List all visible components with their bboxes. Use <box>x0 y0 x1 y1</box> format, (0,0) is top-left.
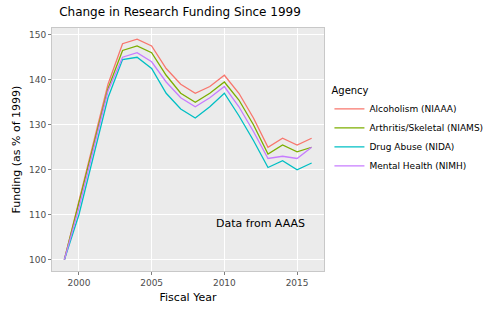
svg-text:2015: 2015 <box>286 278 309 288</box>
svg-text:150: 150 <box>29 30 46 40</box>
svg-text:Alcoholism (NIAAA): Alcoholism (NIAAA) <box>369 104 456 114</box>
svg-text:Arthritis/Skeletal (NIAMS): Arthritis/Skeletal (NIAMS) <box>369 123 483 133</box>
svg-text:Mental Health (NIMH): Mental Health (NIMH) <box>369 161 466 171</box>
svg-text:2000: 2000 <box>67 278 90 288</box>
svg-text:Fiscal Year: Fiscal Year <box>160 291 217 304</box>
svg-text:120: 120 <box>29 165 46 175</box>
svg-text:Agency: Agency <box>331 85 368 96</box>
svg-text:Data from AAAS: Data from AAAS <box>216 217 305 230</box>
svg-text:130: 130 <box>29 120 46 130</box>
svg-text:100: 100 <box>29 255 46 265</box>
svg-text:2005: 2005 <box>140 278 163 288</box>
svg-text:Change in Research Funding Sin: Change in Research Funding Since 1999 <box>59 5 301 19</box>
svg-text:110: 110 <box>29 210 46 220</box>
svg-text:2010: 2010 <box>213 278 236 288</box>
svg-text:Drug Abuse (NIDA): Drug Abuse (NIDA) <box>369 142 454 152</box>
svg-text:Funding (as % of 1999): Funding (as % of 1999) <box>10 86 23 214</box>
svg-text:140: 140 <box>29 75 46 85</box>
